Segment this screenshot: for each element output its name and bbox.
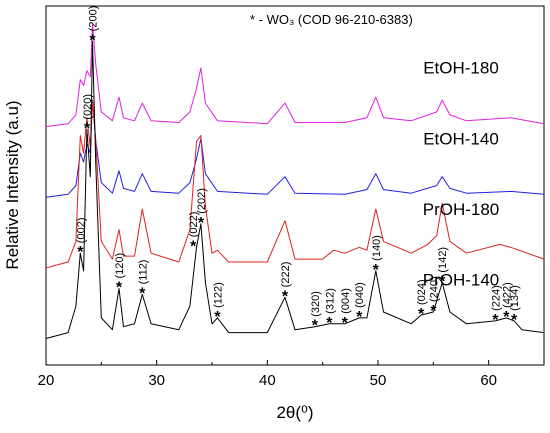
peak-hkl-label: (222) — [280, 262, 292, 288]
peak-star: * — [356, 309, 363, 326]
series-line-proh-140 — [45, 40, 545, 339]
x-axis-label: 2θ(⁰) — [276, 403, 313, 422]
peak-star: * — [342, 315, 349, 332]
peak-star: * — [77, 244, 84, 261]
peak-hkl-label: (240) — [428, 276, 440, 302]
peak-hkl-label: (134) — [509, 285, 521, 311]
peak-hkl-label: (040) — [354, 282, 366, 308]
x-tick-label: 40 — [259, 372, 276, 389]
peak-hkl-label: (112) — [137, 260, 149, 285]
peak-star: * — [84, 121, 91, 138]
peak-star: * — [190, 238, 197, 255]
peak-star: * — [214, 309, 221, 326]
series-line-etoh-140 — [45, 99, 545, 198]
peak-hkl-label: (020) — [82, 94, 94, 120]
series-label-proh-140: PrOH-140 — [423, 271, 500, 290]
plot-frame — [45, 5, 545, 366]
peak-hkl-label: (122) — [213, 282, 225, 308]
peak-hkl-label: (022) — [188, 212, 200, 238]
peak-hkl-label: (202) — [196, 188, 208, 214]
y-axis-label: Relative Intensity (a.u) — [3, 100, 22, 269]
series-label-etoh-180: EtOH-180 — [423, 59, 499, 78]
peak-hkl-label: (142) — [437, 247, 449, 273]
series-label-proh-180: PrOH-180 — [423, 200, 500, 219]
peak-star: * — [282, 288, 289, 305]
x-tick-label: 20 — [38, 372, 55, 389]
peak-star: * — [439, 274, 446, 291]
peak-star: * — [492, 312, 499, 329]
series-labels: EtOH-180 EtOH-140 PrOH-180 PrOH-140 — [423, 59, 500, 290]
peak-star: * — [198, 215, 205, 232]
peak-hkl-label: (120) — [114, 253, 126, 279]
peak-star: * — [503, 309, 510, 326]
peak-labels: *(002)*(020)*(200)*(120)*(112)*(022)*(20… — [75, 6, 521, 335]
peak-star: * — [312, 318, 319, 335]
peak-star: * — [373, 262, 380, 279]
peak-star: * — [430, 303, 437, 320]
peak-hkl-label: (002) — [75, 217, 87, 243]
x-tick-label: 30 — [148, 372, 165, 389]
x-tick-label: 60 — [480, 372, 497, 389]
x-axis-ticks: 20 30 40 50 60 — [38, 360, 497, 389]
peak-hkl-label: (200) — [87, 6, 99, 32]
peak-hkl-label: (320) — [310, 291, 322, 317]
peak-hkl-label: (224) — [490, 285, 502, 311]
peak-star: * — [326, 315, 333, 332]
annotation-text: * - WO₃ (COD 96-210-6383) — [250, 12, 413, 27]
peak-star: * — [139, 285, 146, 302]
series-layer — [45, 23, 545, 339]
peak-hkl-label: (312) — [324, 288, 336, 314]
series-label-etoh-140: EtOH-140 — [423, 129, 499, 148]
peak-hkl-label: (004) — [340, 288, 352, 314]
peak-star: * — [116, 279, 123, 296]
series-line-proh-180 — [45, 99, 545, 269]
peak-hkl-label: (024) — [416, 279, 428, 305]
peak-hkl-label: (140) — [371, 235, 383, 261]
x-tick-label: 50 — [370, 372, 387, 389]
peak-hkl-label: (422) — [501, 282, 513, 308]
series-line-etoh-180 — [45, 23, 545, 128]
peak-star: * — [511, 312, 518, 329]
peak-star: * — [418, 306, 425, 323]
peak-star: * — [89, 32, 96, 49]
